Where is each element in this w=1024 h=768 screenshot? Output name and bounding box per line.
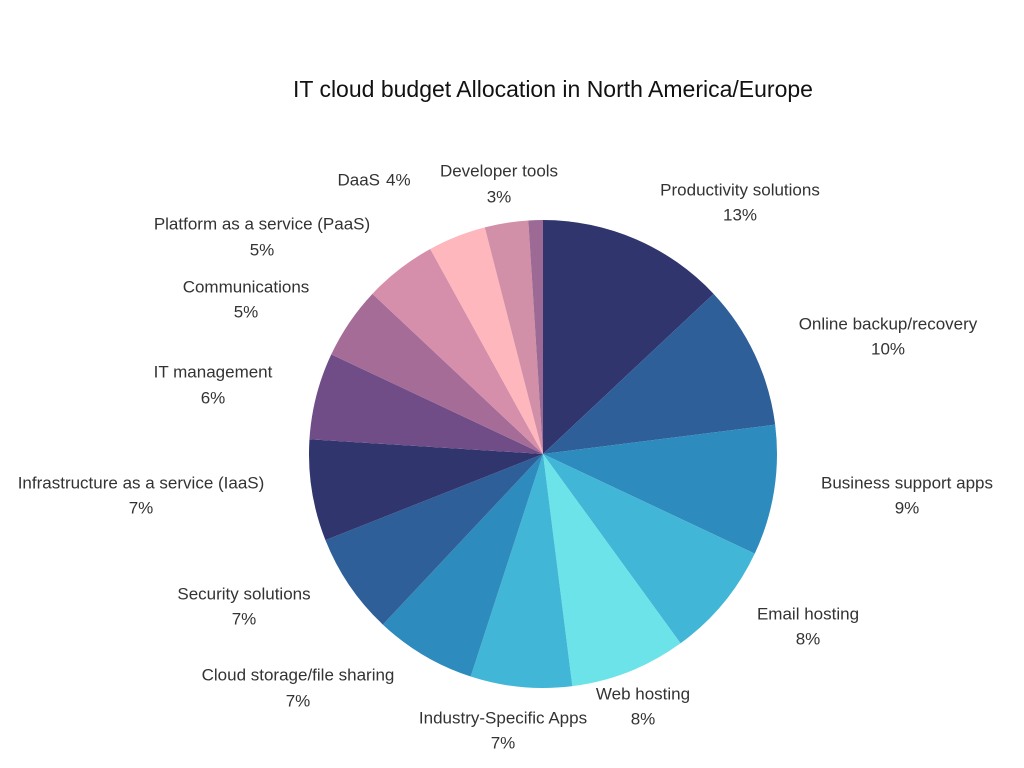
pie-slice (430, 227, 543, 454)
slice-label: IT management (154, 362, 273, 381)
value-label: 5% (234, 302, 259, 321)
value-label: 8% (796, 629, 821, 648)
value-label: 4% (386, 170, 411, 189)
value-label: 9% (895, 498, 920, 517)
pie-slice (325, 454, 543, 625)
value-label: 7% (491, 733, 516, 752)
pie-slice (543, 293, 776, 454)
value-label: 7% (232, 609, 257, 628)
value-label: 5% (250, 240, 275, 259)
slice-label: Cloud storage/file sharing (202, 665, 395, 684)
pie-slice (382, 454, 543, 677)
pie-slice (543, 454, 681, 687)
pie-slice (543, 454, 755, 644)
slice-label: DaaS (337, 170, 380, 189)
pie-slice (309, 439, 543, 541)
value-label: 7% (286, 691, 311, 710)
value-label: 7% (129, 498, 154, 517)
slice-label: Security solutions (177, 584, 310, 603)
slice-label: Infrastructure as a service (IaaS) (18, 473, 265, 492)
slice-label: Web hosting (596, 684, 690, 703)
pie-slice (372, 248, 543, 454)
slice-label: Communications (183, 277, 310, 296)
slice-label: Email hosting (757, 604, 859, 623)
pie-slice (543, 220, 714, 454)
slice-label: Industry-Specific Apps (419, 708, 587, 727)
chart-title: IT cloud budget Allocation in North Amer… (293, 76, 813, 102)
slice-label: Productivity solutions (660, 180, 820, 199)
pie-slice (331, 293, 543, 454)
pie-slice (484, 220, 543, 454)
slice-label: Platform as a service (PaaS) (154, 214, 370, 233)
value-label: 6% (201, 388, 226, 407)
slice-label: Online backup/recovery (799, 314, 978, 333)
value-label: 13% (723, 205, 757, 224)
pie-slice (309, 354, 543, 454)
pie-slice (543, 424, 777, 554)
value-label: 8% (631, 709, 656, 728)
slice-label: Developer tools (440, 161, 558, 180)
slice-label: Business support apps (821, 473, 993, 492)
value-label: 3% (487, 187, 512, 206)
pie-slice (528, 220, 543, 454)
pie-slice (470, 454, 573, 688)
value-label: 10% (871, 339, 905, 358)
